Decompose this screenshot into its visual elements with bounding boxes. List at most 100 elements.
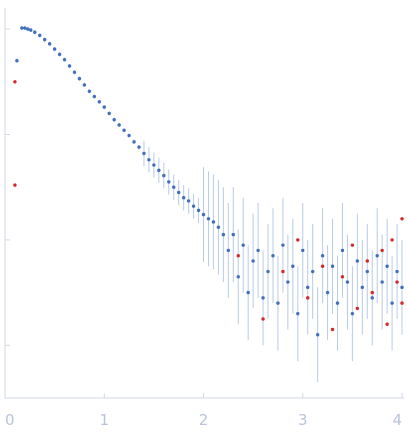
- outlier-point: [400, 217, 404, 221]
- data-point: [26, 27, 30, 31]
- data-point: [271, 254, 275, 258]
- data-point: [400, 285, 404, 290]
- data-point: [231, 232, 235, 237]
- data-point: [211, 220, 216, 224]
- error-bars: [16, 25, 403, 383]
- data-point: [301, 248, 305, 253]
- outlier-point: [281, 269, 285, 274]
- data-point: [29, 28, 33, 32]
- data-point: [380, 280, 384, 284]
- data-point: [355, 259, 360, 263]
- data-point: [206, 217, 211, 221]
- data-point: [112, 118, 116, 122]
- outlier-point: [13, 80, 17, 84]
- outlier-point: [261, 317, 265, 321]
- data-point: [142, 151, 146, 156]
- outlier-points: [13, 80, 404, 332]
- data-point: [375, 254, 379, 258]
- data-point: [251, 259, 255, 263]
- data-point: [221, 232, 226, 237]
- data-point: [57, 52, 62, 57]
- outlier-point: [330, 327, 335, 332]
- x-tick-label: 0: [5, 411, 15, 429]
- data-point: [216, 225, 221, 229]
- data-point: [52, 47, 57, 51]
- data-point: [276, 301, 280, 305]
- outlier-point: [296, 238, 300, 242]
- data-point: [181, 196, 186, 200]
- outlier-point: [236, 254, 240, 258]
- data-point: [236, 275, 240, 279]
- data-point: [266, 269, 270, 274]
- outlier-point: [380, 248, 384, 253]
- data-point: [47, 42, 52, 46]
- data-point: [325, 290, 330, 295]
- outlier-point: [365, 259, 369, 263]
- data-point: [43, 37, 47, 42]
- data-point: [117, 123, 121, 127]
- outlier-point: [320, 264, 325, 268]
- data-point: [172, 185, 176, 189]
- data-point: [186, 199, 191, 203]
- data-point: [196, 208, 201, 213]
- data-point: [385, 264, 389, 268]
- data-point: [256, 248, 260, 253]
- outlier-point: [355, 306, 360, 311]
- outlier-point: [400, 301, 404, 305]
- x-tick-labels: 0 1 2 3 4: [4, 393, 403, 429]
- data-point: [122, 128, 126, 132]
- data-point: [241, 243, 245, 247]
- data-point: [201, 212, 206, 217]
- data-point: [360, 285, 365, 290]
- data-point: [286, 280, 290, 284]
- data-point: [38, 33, 42, 38]
- x-tick-label: 3: [298, 411, 308, 429]
- data-point: [87, 89, 92, 93]
- data-point: [15, 59, 19, 63]
- axes: [4, 8, 404, 399]
- outlier-point: [13, 183, 17, 187]
- data-point: [62, 57, 67, 62]
- data-point: [162, 173, 166, 178]
- data-point: [315, 333, 320, 337]
- outlier-point: [395, 280, 399, 284]
- data-point: [310, 269, 315, 274]
- data-point: [23, 26, 27, 30]
- outlier-point: [340, 275, 345, 279]
- data-point: [132, 140, 136, 144]
- data-point: [226, 248, 231, 253]
- x-tick-label: 4: [392, 411, 402, 429]
- data-point: [390, 301, 394, 305]
- data-point: [152, 163, 156, 167]
- data-point: [335, 301, 340, 305]
- data-point: [350, 311, 355, 316]
- data-point: [127, 133, 131, 138]
- data-point: [92, 94, 97, 99]
- data-point: [261, 296, 265, 300]
- outlier-point: [306, 296, 310, 300]
- data-point: [320, 254, 325, 258]
- data-point: [147, 158, 151, 162]
- data-point: [291, 264, 295, 268]
- data-point: [82, 83, 87, 87]
- x-tick-label: 2: [199, 411, 209, 429]
- data-point: [191, 204, 196, 208]
- data-point: [370, 296, 374, 300]
- outlier-point: [350, 243, 355, 247]
- data-point: [340, 248, 345, 253]
- data-point: [67, 64, 72, 68]
- data-point: [167, 180, 171, 184]
- data-point: [246, 290, 250, 295]
- outlier-point: [385, 322, 389, 326]
- x-tick-label: 1: [99, 411, 109, 429]
- data-point: [72, 70, 77, 74]
- data-point: [137, 145, 141, 149]
- data-point: [395, 269, 399, 274]
- data-point: [176, 190, 181, 195]
- data-point: [107, 111, 111, 116]
- outlier-point: [390, 238, 394, 242]
- data-point: [77, 76, 82, 81]
- data-point: [102, 105, 106, 109]
- data-point: [33, 30, 37, 34]
